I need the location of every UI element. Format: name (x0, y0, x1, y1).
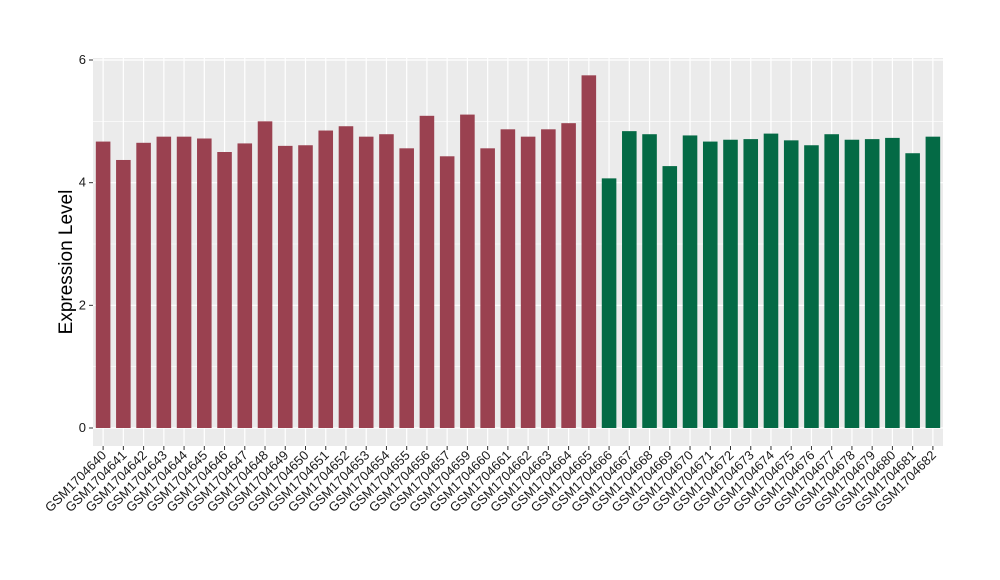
bar-GSM1704653 (358, 136, 374, 428)
y-tick-label: 4 (79, 175, 86, 190)
bar-GSM1704664 (561, 123, 576, 428)
bar-GSM1704644 (176, 136, 192, 428)
bar-GSM1704654 (379, 134, 394, 429)
y-axis-title: Expression Level (56, 190, 77, 335)
bar-GSM1704673 (743, 139, 759, 428)
bar-GSM1704679 (864, 139, 880, 428)
bar-GSM1704659 (460, 114, 475, 428)
bar-GSM1704672 (723, 139, 738, 428)
bar-GSM1704646 (217, 152, 232, 428)
bar-GSM1704674 (763, 133, 779, 428)
bar-GSM1704680 (885, 137, 900, 429)
bar-GSM1704663 (541, 129, 556, 428)
bar-GSM1704647 (237, 143, 253, 428)
bar-GSM1704643 (156, 136, 172, 428)
bars (95, 75, 941, 429)
bar-GSM1704668 (642, 134, 657, 429)
bar-GSM1704661 (500, 129, 516, 428)
bar-GSM1704650 (298, 145, 313, 428)
bar-GSM1704642 (136, 142, 151, 429)
bar-GSM1704670 (682, 135, 698, 428)
bar-GSM1704675 (783, 140, 799, 428)
bar-GSM1704652 (338, 126, 354, 429)
y-tick-label: 0 (79, 420, 86, 435)
bar-GSM1704655 (399, 148, 414, 428)
bar-GSM1704657 (439, 156, 455, 428)
bar-GSM1704681 (905, 153, 920, 428)
bar-GSM1704667 (622, 131, 637, 428)
bar-GSM1704676 (804, 145, 819, 428)
bar-GSM1704660 (480, 148, 495, 428)
plot-background (93, 58, 943, 446)
y-tick-label: 6 (79, 52, 86, 67)
bar-GSM1704682 (925, 136, 941, 428)
bar-GSM1704665 (581, 75, 597, 428)
bar-GSM1704656 (419, 115, 435, 429)
bar-GSM1704651 (318, 130, 334, 429)
y-axis: 0 2 4 6 (79, 52, 93, 435)
bar-GSM1704662 (520, 136, 536, 428)
bar-GSM1704648 (257, 121, 273, 428)
bar-GSM1704645 (197, 138, 212, 429)
y-tick-label: 2 (79, 297, 86, 312)
bar-GSM1704678 (844, 139, 860, 428)
bar-GSM1704677 (824, 134, 839, 429)
bar-GSM1704669 (662, 166, 678, 428)
bar-GSM1704640 (95, 141, 111, 428)
bar-GSM1704671 (702, 141, 718, 428)
bar-GSM1704641 (116, 159, 131, 428)
bar-GSM1704649 (277, 145, 293, 428)
bar-GSM1704666 (601, 178, 617, 428)
x-axis: GSM1704640GSM1704641GSM1704642GSM1704643… (42, 446, 939, 515)
